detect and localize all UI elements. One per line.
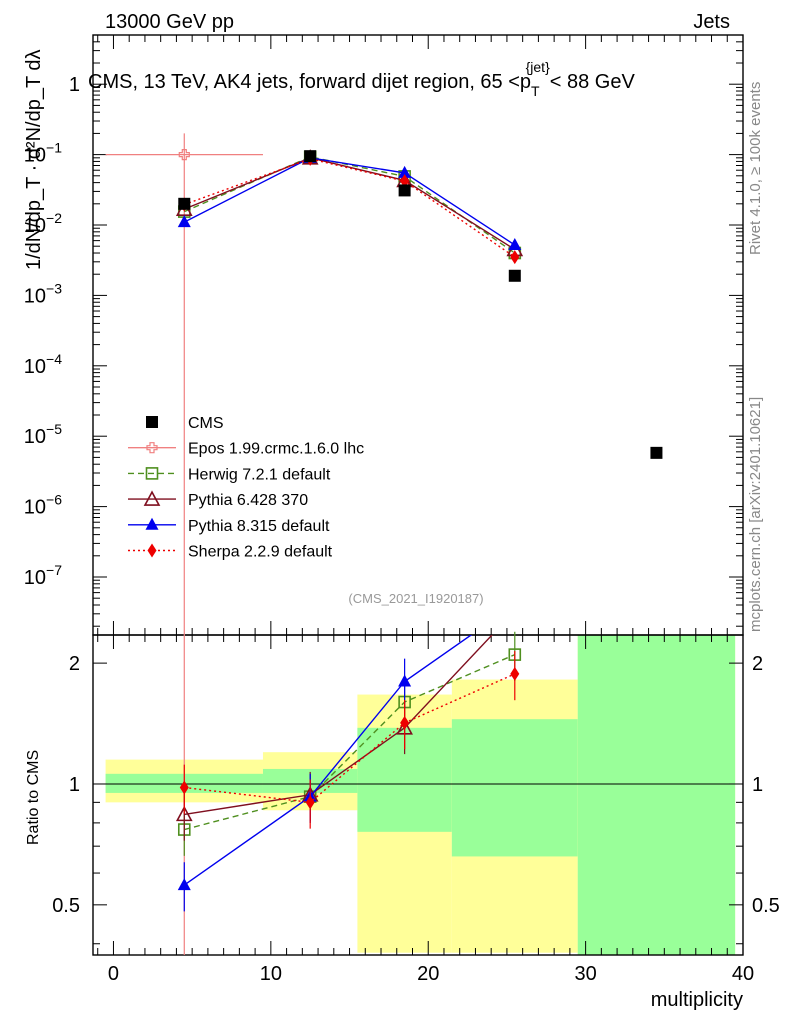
cms-point (398, 184, 411, 197)
y-tick-exp: −5 (46, 421, 62, 437)
series-point (508, 237, 522, 250)
y-tick-exp: −1 (46, 140, 62, 156)
y-tick-label-main: 10−2 (24, 210, 62, 237)
xlabel: multiplicity (651, 989, 743, 1011)
y-tick-label-ratio: 1 (69, 774, 80, 796)
ylabel-ratio: Ratio to CMS (25, 750, 42, 845)
y-tick-label-main: 10−6 (24, 492, 62, 519)
legend: CMS Epos 1.99.crmc.1.6.0 lhc Herwig 7.2.1 … (128, 415, 364, 561)
axis-ticks (93, 34, 744, 955)
chart-title-main: CMS, 13 TeV, AK4 jets, forward dijet reg… (88, 71, 531, 93)
ratio-line (183, 635, 473, 886)
y-tick-label-main: 10−1 (24, 140, 62, 167)
y-tick-base: 10 (24, 497, 46, 519)
series-line (184, 156, 516, 254)
ratio-point (177, 878, 191, 891)
y-tick-label-ratio: 0.5 (52, 895, 80, 917)
legend-label: Pythia 8.315 default (188, 518, 330, 535)
legend-marker (146, 416, 158, 428)
ratio-point (175, 805, 193, 822)
ratio-series (175, 631, 522, 955)
ratio-band-green (577, 635, 736, 955)
ratio-point (398, 674, 412, 687)
y-tick-label-ratio-right: 0.5 (752, 895, 780, 917)
legend-marker (146, 442, 158, 454)
legend-label: Epos 1.99.crmc.1.6.0 lhc (188, 441, 364, 458)
series-point (510, 250, 520, 265)
main-series (105, 133, 663, 635)
y-tick-base: 10 (24, 215, 46, 237)
ratio-line (184, 673, 516, 804)
rivet-label: Rivet 4.1.0, ≥ 100k events (747, 82, 764, 255)
y-tick-label-ratio-right: 1 (752, 774, 763, 796)
y-tick-base: 1 (69, 74, 80, 96)
x-tick-label: 30 (574, 963, 596, 985)
legend-marker (147, 543, 157, 558)
y-tick-exp: −2 (46, 210, 62, 226)
series-point (177, 215, 191, 228)
ratio-point (400, 715, 410, 730)
ylabel-main: 1/dN/dp_T · d²N/dp_T dλ (23, 50, 45, 271)
y-tick-label-main: 10−4 (24, 351, 62, 378)
legend-label: CMS (188, 415, 224, 432)
ratio-line (184, 653, 516, 831)
x-tick-label: 10 (260, 963, 282, 985)
series-line (184, 157, 516, 251)
ratio-line (184, 635, 493, 816)
y-tick-exp: −6 (46, 492, 62, 508)
y-tick-base: 10 (24, 285, 46, 307)
cms-point (650, 446, 663, 459)
series-point (178, 149, 190, 161)
legend-label: Sherpa 2.2.9 default (188, 544, 333, 561)
ratio-point (305, 795, 315, 810)
series-point (398, 165, 412, 178)
axis-tick-labels: 0 10 20 30 40110−110−210−310−410−510−610−70.… (24, 74, 780, 985)
legend-label: Pythia 6.428 370 (188, 492, 308, 509)
x-tick-label: 20 (417, 963, 439, 985)
ratio-bands (105, 635, 736, 955)
ratio-point (510, 666, 520, 681)
header-right: Jets (693, 11, 730, 33)
y-tick-base: 10 (24, 426, 46, 448)
y-tick-label-main: 10−7 (24, 562, 62, 589)
ratio-plot-frame (92, 634, 744, 956)
analysis-id: (CMS_2021_I1920187) (348, 591, 483, 606)
x-tick-label: 0 (108, 963, 119, 985)
y-tick-label-main: 10−3 (24, 280, 62, 307)
ylabel-main-text: 1/dN/dp_T · d²N/dp_T dλ (23, 50, 45, 271)
header-left: 13000 GeV pp (105, 11, 234, 33)
cms-point (508, 269, 521, 282)
legend-marker (145, 467, 159, 480)
legend-label: Herwig 7.2.1 default (188, 466, 331, 483)
y-tick-label-ratio: 2 (69, 653, 80, 675)
mcplots-label: mcplots.cern.ch [arXiv:2401.10621] (747, 397, 764, 632)
y-tick-exp: −3 (46, 280, 62, 296)
y-tick-label-main: 1 (69, 74, 80, 96)
ratio-band-green (451, 719, 578, 857)
cms-point (178, 197, 191, 210)
chart-title: CMS, 13 TeV, AK4 jets, forward dijet reg… (88, 59, 635, 99)
y-tick-exp: −4 (46, 351, 62, 367)
y-tick-base: 10 (24, 567, 46, 589)
y-tick-base: 10 (24, 356, 46, 378)
legend-marker (145, 517, 159, 530)
chart-title-sub: T (531, 83, 540, 99)
chart-title-sup: {jet} (526, 59, 550, 75)
chart-title-tail: < 88 GeV (550, 71, 636, 93)
x-tick-label: 40 (732, 963, 754, 985)
y-tick-exp: −7 (46, 562, 62, 578)
cms-point (304, 150, 317, 163)
y-tick-label-main: 10−5 (24, 421, 62, 448)
series-line (184, 158, 516, 258)
legend-marker (143, 490, 161, 506)
y-tick-label-ratio-right: 2 (752, 653, 763, 675)
y-tick-base: 10 (24, 145, 46, 167)
series-line (183, 157, 516, 246)
ratio-point (179, 780, 189, 795)
